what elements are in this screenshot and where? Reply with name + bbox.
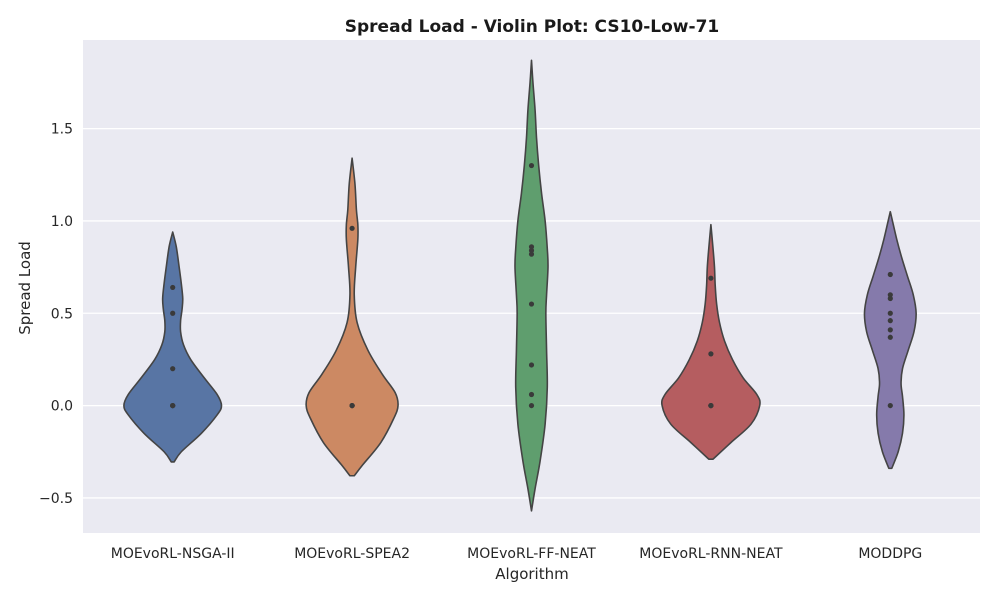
- y-tick-label: 1.5: [51, 122, 73, 138]
- data-point: [528, 247, 535, 254]
- data-point: [349, 402, 355, 409]
- data-point: [528, 162, 535, 169]
- data-point: [528, 402, 535, 409]
- data-point: [170, 366, 176, 372]
- data-point: [708, 402, 714, 409]
- data-point: [528, 301, 535, 307]
- x-tick-label: MOEvoRL-NSGA-II: [111, 546, 235, 562]
- y-tick-label: 1.0: [51, 214, 73, 230]
- chart-title: Spread Load - Violin Plot: CS10-Low-71: [345, 17, 719, 37]
- x-axis-label: Algorithm: [495, 565, 568, 583]
- data-point: [170, 284, 176, 291]
- x-axis-ticks: MOEvoRL-NSGA-II MOEvoRL-SPEA2 MOEvoRL-FF-N…: [111, 546, 923, 562]
- data-point: [887, 402, 893, 409]
- data-point: [349, 225, 355, 231]
- data-point: [887, 334, 893, 340]
- data-point: [887, 310, 893, 316]
- y-tick-label: 0.0: [51, 399, 73, 415]
- y-axis-ticks: −0.5 0.0 0.5 1.0 1.5: [39, 122, 73, 507]
- x-tick-label: MODDPG: [858, 546, 922, 562]
- violin-1: [123, 231, 223, 463]
- y-tick-label: −0.5: [39, 491, 73, 507]
- data-point: [170, 402, 176, 409]
- data-point: [708, 351, 714, 357]
- data-point: [528, 391, 535, 398]
- y-tick-label: 0.5: [51, 306, 73, 322]
- data-point: [528, 251, 535, 257]
- data-point: [528, 244, 535, 250]
- y-axis-label: Spread Load: [16, 241, 34, 335]
- data-point: [528, 362, 535, 368]
- data-point: [887, 318, 893, 324]
- data-point: [708, 275, 714, 281]
- violin-4: [660, 223, 761, 460]
- x-tick-label: MOEvoRL-FF-NEAT: [467, 546, 596, 562]
- data-point: [887, 271, 893, 278]
- x-tick-label: MOEvoRL-RNN-NEAT: [639, 546, 783, 562]
- violin-3: [514, 59, 549, 512]
- violin-2: [305, 157, 399, 477]
- data-points: [170, 162, 893, 409]
- violin-5: [863, 210, 917, 470]
- data-point: [170, 310, 176, 316]
- data-point: [887, 295, 893, 302]
- data-point: [887, 327, 893, 333]
- x-tick-label: MOEvoRL-SPEA2: [294, 546, 410, 562]
- data-point: [887, 292, 893, 298]
- violins: [123, 59, 917, 512]
